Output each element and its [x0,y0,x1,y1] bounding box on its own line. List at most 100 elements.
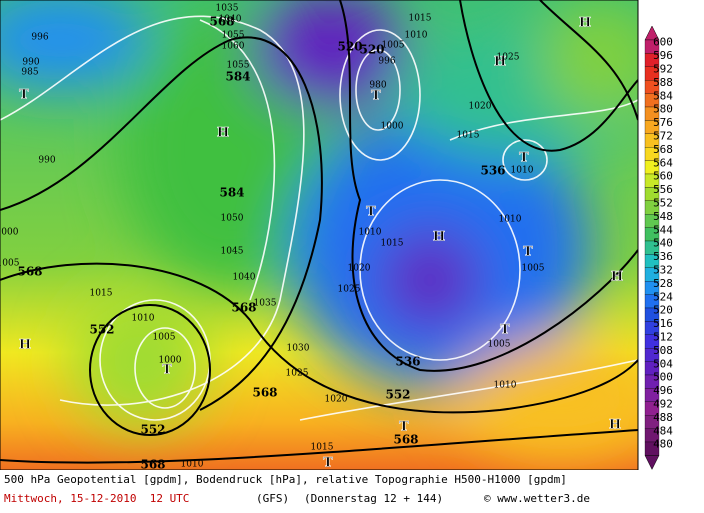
pressure-center: T [371,89,381,104]
pressure-center: T [500,323,510,338]
pressure-label: 1045 [221,247,244,257]
pressure-label: 1015 [381,239,404,249]
pressure-label: 1020 [348,264,371,274]
pressure-label: 985 [21,68,38,78]
colorbar-label: 548 [653,210,673,223]
colorbar-label: 580 [653,103,673,116]
pressure-label: 1010 [359,228,382,238]
pressure-label: 1020 [325,395,348,405]
colorbar-label: 488 [653,411,673,424]
pressure-center: H [579,16,591,31]
pressure-label: 1005 [153,333,176,343]
pressure-center: T [19,88,29,103]
pressure-label: 1055 [222,31,245,41]
colorbar-label: 508 [653,344,673,357]
height-label: 568 [209,15,234,29]
pressure-label: 1015 [457,131,480,141]
height-label: 536 [480,164,505,178]
pressure-label: 1000 [159,356,182,366]
height-label: 568 [17,265,42,279]
pressure-label: 1060 [222,42,245,52]
pressure-label: 1005 [522,264,545,274]
pressure-label: 996 [378,57,395,67]
colorbar-label: 520 [653,304,673,317]
colorbar-label: 576 [653,116,673,129]
colorbar-label: 532 [653,264,673,277]
footer-date: Mittwoch, 15-12-2010 12 UTC [4,492,190,505]
pressure-label: 1005 [0,259,20,269]
height-label: 552 [140,423,165,437]
height-label: 568 [393,433,418,447]
pressure-center: H [19,338,31,353]
colorbar-label: 556 [653,183,673,196]
pressure-center: T [399,420,409,435]
colorbar-label: 504 [653,357,673,370]
colorbar-label: 600 [653,36,673,49]
pressure-center: H [611,270,623,285]
colorbar-label: 492 [653,398,673,411]
pressure-label: 990 [22,58,39,68]
pressure-center: T [519,151,529,166]
pressure-label: 1025 [338,285,361,295]
colorbar-label: 480 [653,438,673,451]
pressure-label: 1005 [382,41,405,51]
colorbar-label: 512 [653,331,673,344]
colorbar-label: 568 [653,143,673,156]
footer-model: (GFS) [256,492,290,505]
colorbar-label: 516 [653,317,673,330]
pressure-label: 1035 [254,299,277,309]
height-label: 568 [231,301,256,315]
footer-source: © www.wetter3.de [484,492,590,505]
height-label: 584 [225,70,250,84]
height-label: 520 [359,43,384,57]
pressure-center: H [609,418,621,433]
pressure-label: 1015 [90,289,113,299]
pressure-label: 1020 [469,102,492,112]
colorbar-label: 592 [653,63,673,76]
colorbar-label: 560 [653,170,673,183]
footer-forecast: (Donnerstag 12 + 144) [304,492,444,505]
pressure-label: 1025 [286,369,309,379]
colorbar-label: 540 [653,237,673,250]
colorbar-label: 572 [653,130,673,143]
colorbar-label: 584 [653,89,673,102]
pressure-label: 1010 [494,381,517,391]
pressure-label: 980 [369,81,386,91]
height-label: 536 [395,355,420,369]
pressure-label: 1010 [499,215,522,225]
colorbar-label: 564 [653,156,673,169]
footer-title: 500 hPa Geopotential [gpdm], Bodendruck … [4,473,567,486]
height-label: 568 [252,386,277,400]
height-label: 552 [385,388,410,402]
pressure-label: 1000 [381,122,404,132]
height-label: 552 [89,323,114,337]
height-label: 520 [337,40,362,54]
pressure-center: T [366,205,376,220]
pressure-label: 1010 [405,31,428,41]
pressure-label: 1050 [221,214,244,224]
colorbar-label: 500 [653,371,673,384]
colorbar-label: 484 [653,424,673,437]
pressure-label: 1025 [497,53,520,63]
colorbar-label: 552 [653,197,673,210]
height-label: 584 [219,186,244,200]
colorbar-label: 524 [653,290,673,303]
colorbar-label: 496 [653,384,673,397]
pressure-label: 1010 [511,166,534,176]
pressure-label: 1015 [311,443,334,453]
pressure-label: 1040 [233,273,256,283]
pressure-label: 1010 [132,314,155,324]
height-label: 568 [140,458,165,471]
pressure-label: 990 [38,156,55,166]
pressure-label: 996 [31,33,48,43]
colorbar-label: 528 [653,277,673,290]
pressure-label: 1010 [181,460,204,470]
pressure-label: 1055 [227,61,250,71]
colorbar-label: 536 [653,250,673,263]
pressure-center: T [323,456,333,471]
pressure-label: 1015 [409,14,432,24]
colorbar-label: 596 [653,49,673,62]
colorbar-arrow [644,455,660,470]
pressure-label: 1035 [216,4,239,14]
